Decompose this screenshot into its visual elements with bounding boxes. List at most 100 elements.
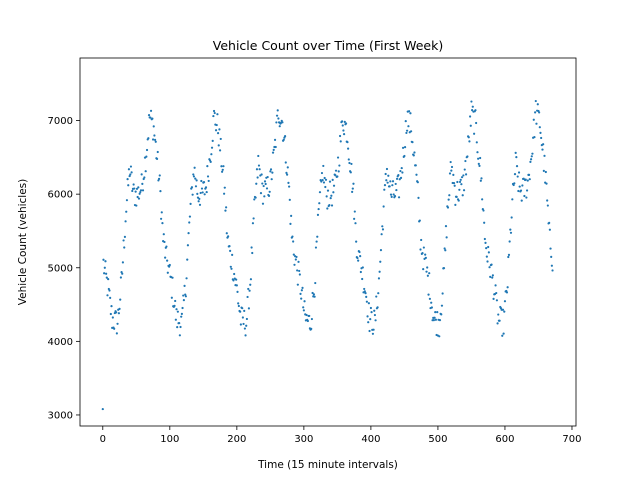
- data-point: [151, 117, 154, 120]
- data-point: [237, 302, 240, 305]
- data-point: [549, 247, 552, 250]
- data-point: [540, 136, 543, 140]
- data-point: [392, 193, 395, 196]
- x-axis-ticks: 0 100 200 300 400 500 600 700: [100, 426, 582, 445]
- y-axis-ticks: 3000 4000 5000 6000 7000: [48, 116, 80, 421]
- x-tick-label: 200: [227, 434, 246, 445]
- data-point: [263, 180, 267, 183]
- data-point: [195, 179, 198, 182]
- data-point: [149, 116, 152, 119]
- data-point: [125, 210, 128, 213]
- data-point: [253, 198, 256, 201]
- data-point: [185, 277, 188, 280]
- data-point: [459, 178, 462, 181]
- x-tick-label: 0: [100, 434, 106, 445]
- data-point: [160, 211, 163, 214]
- data-point: [182, 294, 185, 297]
- data-point: [212, 114, 215, 118]
- data-point: [182, 299, 185, 302]
- data-point: [329, 197, 332, 200]
- data-point: [417, 196, 420, 199]
- data-point: [223, 192, 226, 195]
- data-point: [524, 178, 527, 181]
- data-point: [532, 118, 535, 121]
- data-point: [243, 309, 246, 312]
- data-point: [325, 195, 328, 198]
- data-point: [401, 146, 405, 149]
- data-point: [121, 272, 124, 275]
- data-point: [140, 173, 143, 176]
- data-point: [161, 222, 164, 225]
- data-point: [261, 202, 265, 205]
- data-point: [141, 182, 144, 185]
- data-point: [188, 215, 192, 218]
- data-point: [129, 165, 133, 168]
- data-point: [245, 324, 248, 327]
- data-point: [517, 171, 521, 174]
- data-point: [189, 202, 192, 206]
- data-point: [156, 150, 159, 154]
- data-point: [507, 255, 510, 259]
- data-point: [264, 182, 267, 186]
- data-point: [261, 182, 264, 185]
- data-point: [441, 292, 444, 295]
- data-point: [302, 309, 305, 312]
- data-point: [428, 297, 431, 300]
- data-point: [216, 132, 220, 135]
- data-point: [267, 194, 271, 197]
- data-point: [487, 245, 490, 249]
- data-point: [530, 155, 533, 158]
- data-point: [133, 187, 136, 190]
- data-point: [215, 123, 218, 127]
- data-point: [550, 264, 553, 267]
- data-point: [207, 179, 210, 183]
- data-point: [361, 277, 364, 281]
- data-point: [275, 114, 279, 117]
- data-point: [132, 183, 135, 186]
- data-point: [482, 209, 485, 212]
- data-point: [134, 190, 137, 193]
- data-point: [297, 260, 300, 263]
- data-point: [286, 166, 289, 169]
- data-point: [270, 178, 273, 181]
- data-point: [342, 129, 345, 132]
- data-point: [384, 172, 387, 176]
- data-points: [101, 99, 554, 411]
- data-point: [231, 253, 234, 256]
- data-point: [539, 131, 542, 134]
- data-point: [186, 244, 190, 247]
- data-point: [135, 204, 138, 207]
- data-point: [113, 327, 116, 330]
- data-point: [373, 309, 376, 312]
- data-point: [411, 141, 414, 144]
- data-point: [365, 300, 368, 303]
- data-point: [145, 148, 149, 152]
- data-point: [281, 121, 284, 124]
- data-point: [515, 156, 518, 159]
- data-point: [438, 318, 442, 322]
- data-point: [289, 222, 292, 226]
- data-point: [377, 292, 380, 295]
- data-point: [430, 301, 433, 304]
- data-point: [323, 176, 326, 180]
- data-point: [258, 168, 261, 171]
- data-point: [509, 228, 512, 231]
- data-point: [320, 171, 324, 175]
- data-point: [308, 314, 311, 318]
- data-point: [205, 190, 208, 194]
- data-point: [221, 168, 224, 171]
- data-point: [210, 146, 214, 149]
- data-point: [428, 272, 431, 275]
- data-point: [385, 179, 388, 182]
- data-point: [326, 207, 329, 210]
- data-point: [228, 245, 231, 248]
- data-point: [141, 189, 145, 192]
- data-point: [130, 171, 133, 174]
- data-point: [491, 274, 494, 277]
- data-point: [426, 266, 429, 269]
- data-point: [548, 221, 551, 224]
- data-point: [442, 267, 446, 270]
- data-point: [454, 203, 457, 207]
- data-point: [525, 189, 529, 192]
- data-point: [320, 180, 323, 183]
